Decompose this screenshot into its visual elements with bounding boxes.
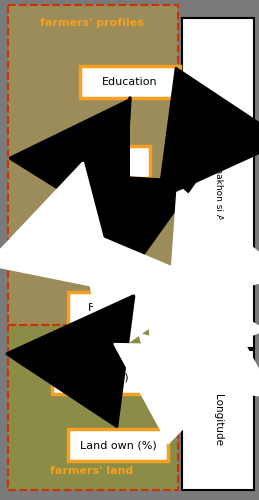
Text: Family: Family: [64, 237, 100, 247]
Bar: [182, 350, 254, 490]
Text: Land own (%): Land own (%): [80, 440, 156, 450]
Bar: [68, 429, 168, 461]
Text: Land (ha): Land (ha): [75, 373, 129, 383]
Text: Education: Education: [102, 77, 158, 87]
Bar: [80, 66, 180, 98]
Text: Age: Age: [89, 157, 111, 167]
Text: Farm labor: Farm labor: [88, 303, 148, 313]
Bar: [50, 146, 150, 178]
Text: Longitude: Longitude: [213, 394, 223, 446]
Text: farmers' land: farmers' land: [50, 466, 134, 476]
Bar: [68, 292, 168, 324]
Bar: [32, 226, 132, 258]
Text: farmers' profiles: farmers' profiles: [40, 18, 144, 28]
Bar: [8, 325, 178, 490]
Bar: [182, 18, 254, 348]
Bar: [8, 5, 178, 325]
Text: Province (Phranakhon si Ayutthaya): Province (Phranakhon si Ayutthaya): [213, 102, 222, 264]
Bar: [52, 362, 152, 394]
